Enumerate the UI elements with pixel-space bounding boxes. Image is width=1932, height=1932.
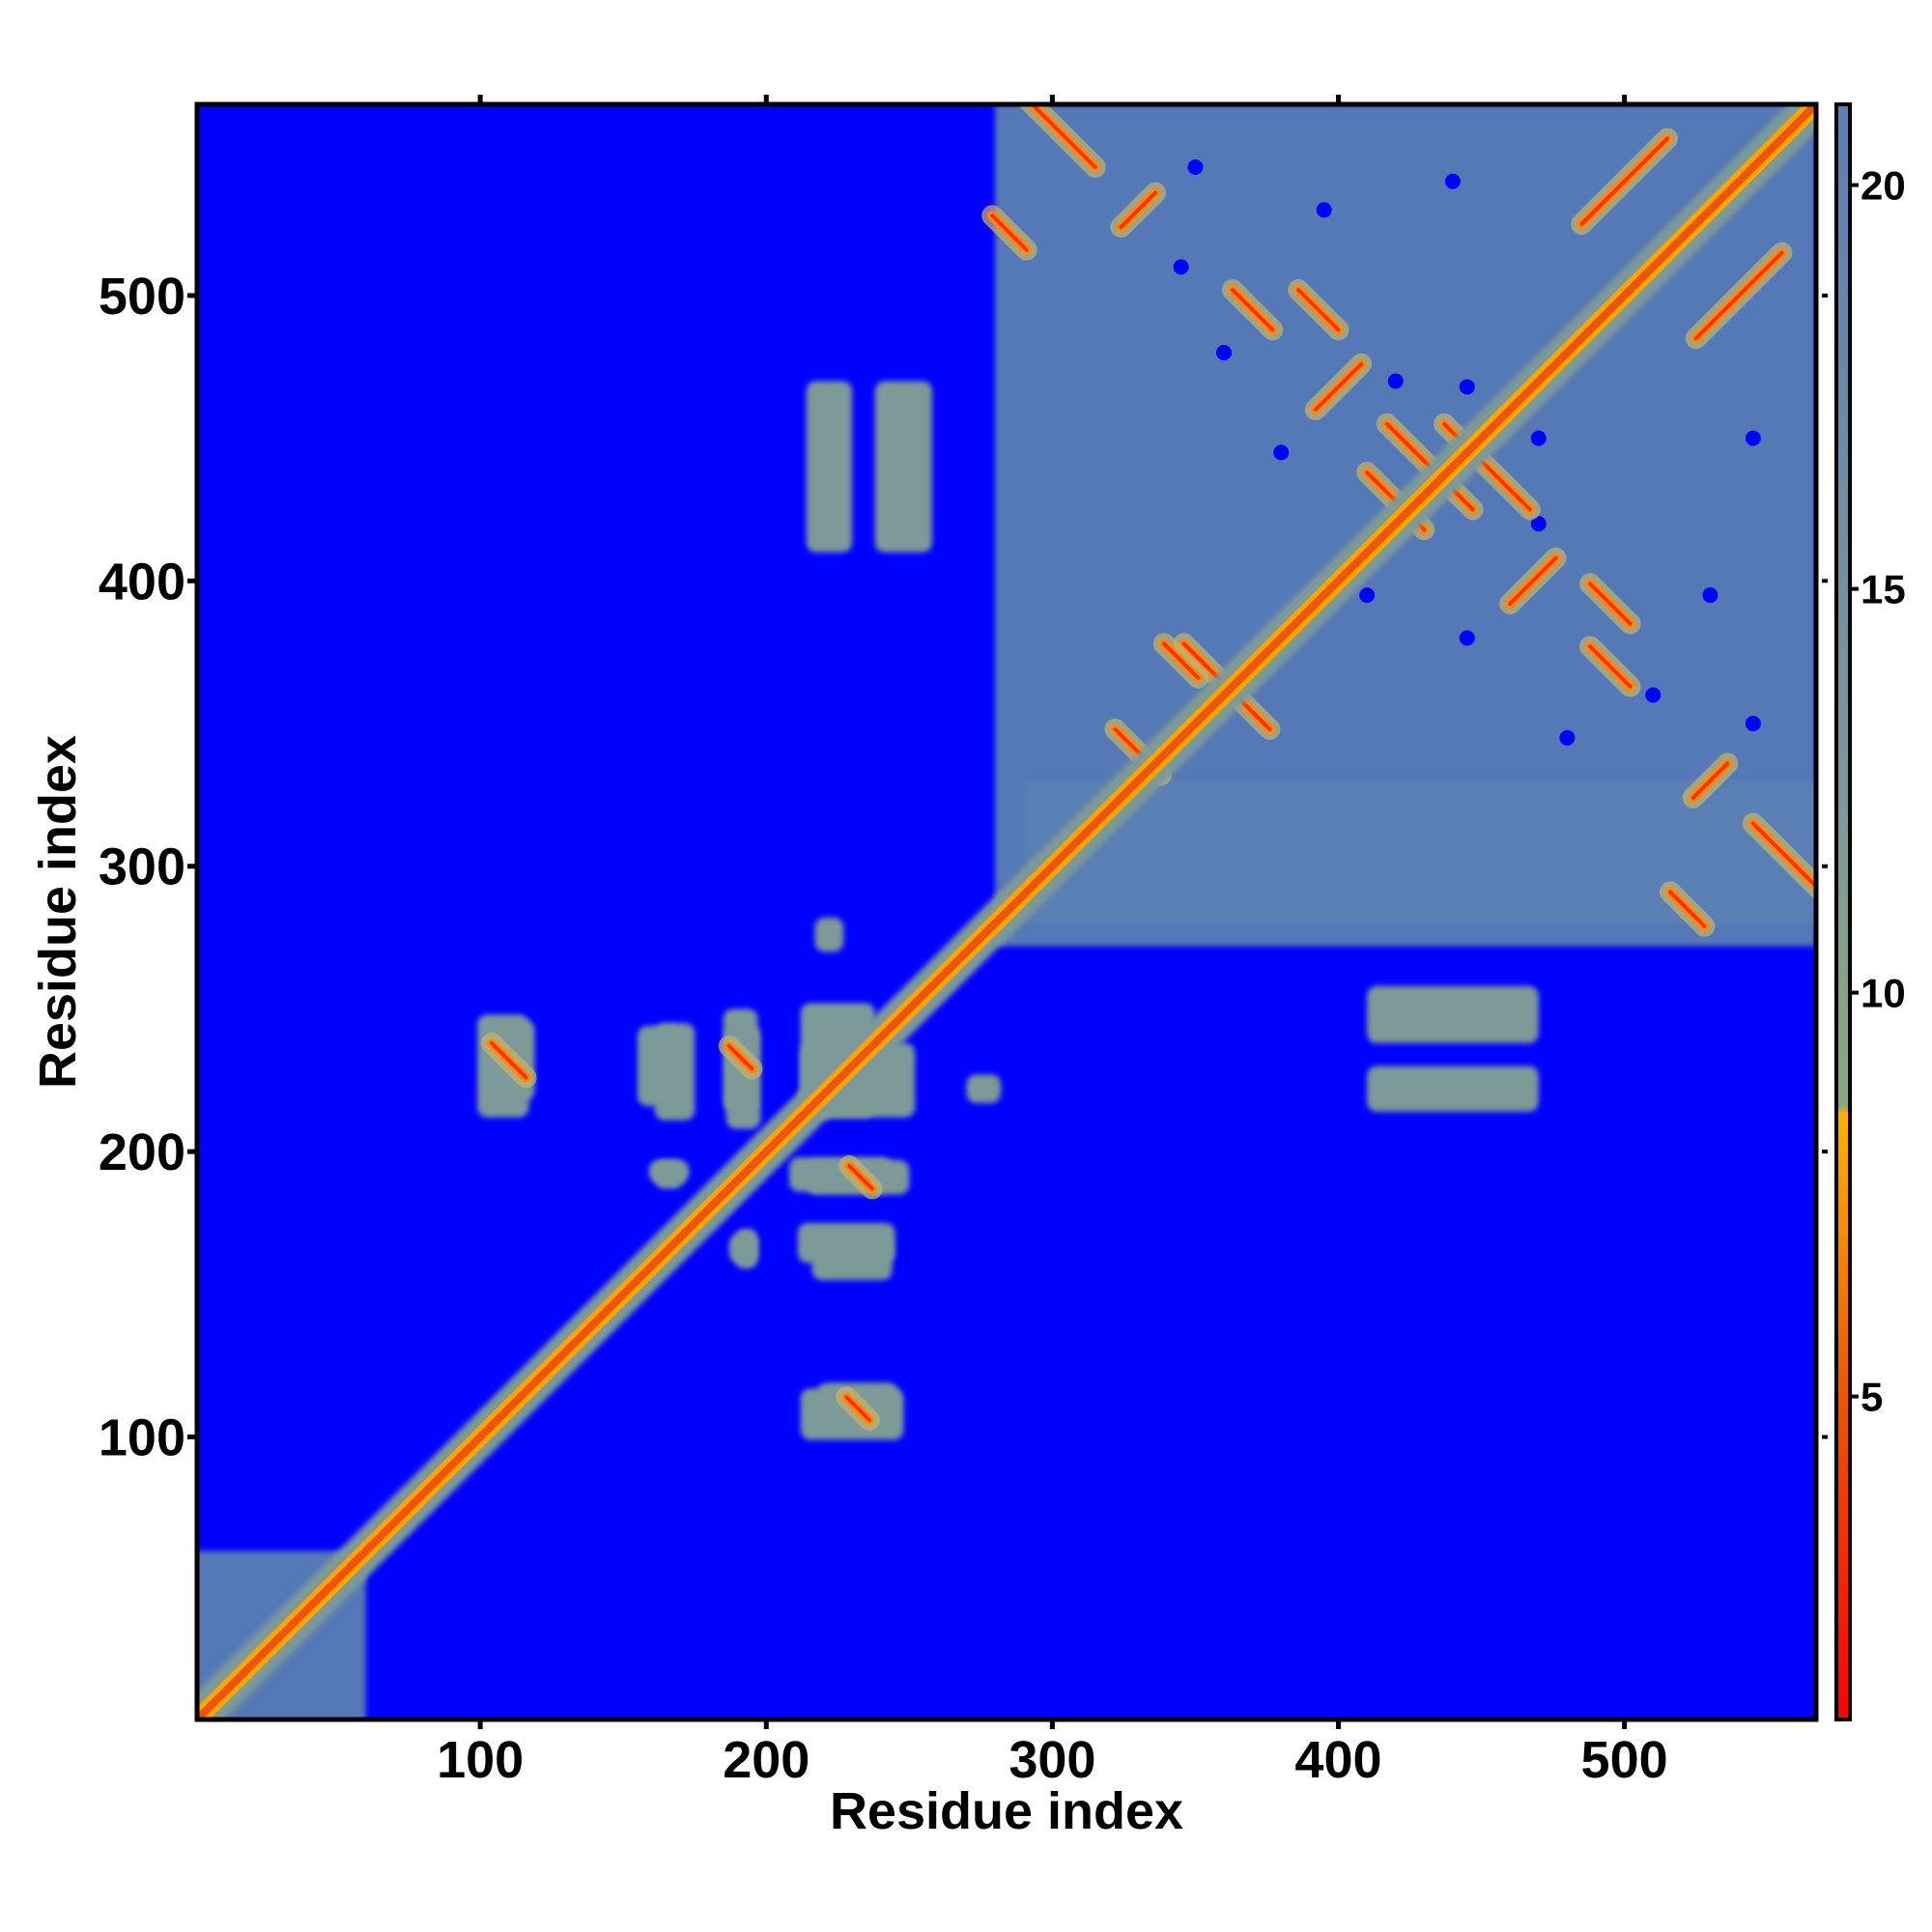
no-contact-holes <box>1173 158 1761 746</box>
contact-core <box>1508 555 1558 606</box>
contact-core <box>1588 582 1633 626</box>
contact-core <box>990 213 1029 252</box>
contact-core <box>1667 890 1707 928</box>
contact-core <box>1296 288 1341 332</box>
contact-patch <box>734 1228 758 1269</box>
y-tick-label: 200 <box>99 1123 185 1181</box>
contact-patch <box>1367 1065 1539 1112</box>
contact-core <box>1029 104 1097 169</box>
no-contact-hole <box>1387 373 1404 389</box>
contact-patch <box>1367 985 1539 1043</box>
y-tick-label: 300 <box>99 838 185 896</box>
no-contact-hole <box>1530 516 1547 532</box>
contact-core <box>1693 250 1784 341</box>
y-tick-label: 500 <box>99 268 185 326</box>
colorbar-tick-label: 10 <box>1861 971 1906 1016</box>
no-contact-hole <box>1559 729 1576 746</box>
contact-patch <box>874 381 933 553</box>
x-tick-label: 400 <box>1294 1731 1381 1789</box>
x-tick-label: 200 <box>723 1731 810 1789</box>
contact-core <box>726 1043 754 1071</box>
no-contact-hole <box>1173 259 1189 275</box>
contact-patch <box>797 1222 895 1264</box>
colorbar-fill <box>1836 104 1850 1719</box>
plot-frame <box>194 101 1819 1722</box>
diagonal-band <box>197 104 1816 1719</box>
contact-core <box>847 1163 874 1191</box>
contact-core <box>1119 190 1157 230</box>
contact-core <box>1230 288 1275 332</box>
contact-patch <box>654 1023 696 1121</box>
contact-patch <box>806 381 853 553</box>
no-contact-hole <box>1459 630 1475 646</box>
no-contact-hole <box>1745 716 1761 732</box>
no-contact-hole <box>1745 430 1761 446</box>
contact-core <box>844 1395 871 1422</box>
no-contact-hole <box>1187 158 1204 175</box>
x-tick-label: 100 <box>437 1731 524 1789</box>
no-contact-hole <box>1645 687 1662 703</box>
x-tick-label: 300 <box>1009 1731 1095 1789</box>
contact-patch <box>814 917 844 952</box>
contact-patch <box>966 1074 1002 1103</box>
colorbar-frame <box>1834 102 1852 1721</box>
contact-core <box>1588 644 1633 689</box>
no-contact-hole <box>1216 345 1233 361</box>
no-contact-hole <box>1359 587 1376 604</box>
contact-core <box>1161 641 1201 680</box>
no-contact-hole <box>1702 587 1719 604</box>
contact-patch <box>648 1160 690 1183</box>
contact-core <box>1313 361 1364 412</box>
colorbar-tick-label: 20 <box>1861 163 1906 209</box>
y-tick-label: 100 <box>99 1409 185 1467</box>
x-axis-ticks: 100 200 300 400 500 <box>437 95 1668 1789</box>
colorbar: 5 10 15 20 <box>1834 102 1906 1721</box>
contact-core <box>1579 136 1670 227</box>
plot-area <box>197 104 1816 1719</box>
no-contact-hole <box>1530 430 1547 446</box>
contact-core <box>489 1040 528 1080</box>
colorbar-ticks: 5 10 15 20 <box>1850 163 1906 1420</box>
no-contact-hole <box>1316 202 1332 218</box>
no-contact-hole <box>1444 173 1461 189</box>
diagonal-line <box>197 104 1816 1719</box>
no-contact-hole <box>1459 379 1475 395</box>
no-contact-hole <box>1273 444 1290 461</box>
y-tick-label: 400 <box>99 553 185 611</box>
x-axis-label: Residue index <box>830 1782 1183 1840</box>
y-axis-ticks: 100 200 300 400 500 <box>99 268 1828 1467</box>
contact-core <box>1690 761 1730 800</box>
colorbar-tick-label: 15 <box>1861 567 1906 612</box>
y-axis-label: Residue index <box>29 735 87 1089</box>
contact-core <box>1750 821 1816 890</box>
colorbar-tick-label: 5 <box>1861 1375 1883 1420</box>
x-tick-label: 500 <box>1581 1731 1668 1789</box>
